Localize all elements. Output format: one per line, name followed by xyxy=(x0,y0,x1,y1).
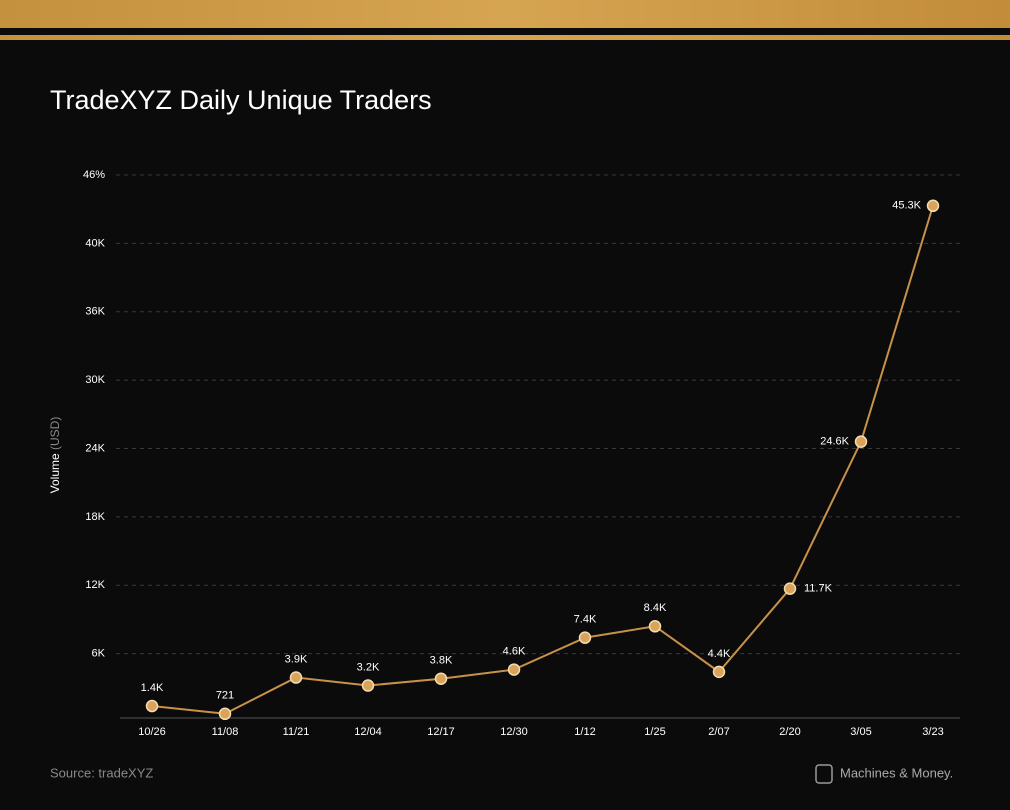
value-label: 1.4K xyxy=(141,682,164,694)
value-label: 721 xyxy=(216,690,234,702)
y-tick-label: 30K xyxy=(85,374,105,386)
value-label: 3.9K xyxy=(285,653,308,665)
x-tick-label: 2/20 xyxy=(779,726,800,738)
point xyxy=(507,663,521,676)
point xyxy=(648,620,662,633)
x-tick-label: 11/21 xyxy=(283,726,310,738)
point xyxy=(783,582,797,595)
y-tick-label: 36K xyxy=(85,306,105,318)
y-tick-label: 40K xyxy=(85,237,105,249)
point xyxy=(578,631,592,644)
value-label: 4.6K xyxy=(503,645,526,657)
x-tick-label: 12/17 xyxy=(427,726,455,738)
x-tick-label: 1/25 xyxy=(644,726,665,738)
value-label: 8.4K xyxy=(644,602,667,614)
x-tick-label: 3/05 xyxy=(850,726,871,738)
x-tick-label: 3/23 xyxy=(922,726,943,738)
x-tick-label: 1/12 xyxy=(574,726,595,738)
point xyxy=(854,435,868,448)
point xyxy=(712,665,726,679)
line xyxy=(151,205,934,715)
value-label: 24.6K xyxy=(820,436,849,448)
y-tick-label: 18K xyxy=(85,511,105,523)
x-tick-label: 10/26 xyxy=(138,726,166,738)
value-label: 3.2K xyxy=(357,661,380,673)
brand-logo xyxy=(815,764,833,784)
y-tick-label: 46% xyxy=(83,169,105,181)
point xyxy=(434,672,448,685)
chart-title: TradeXYZ Daily Unique Traders xyxy=(50,85,432,115)
value-label: 3.8K xyxy=(430,655,453,667)
y-axis-label-main: Volume xyxy=(48,453,62,493)
x-tick-label: 2/07 xyxy=(708,726,729,738)
point xyxy=(289,671,303,684)
x-tick-label: 12/04 xyxy=(354,726,382,738)
y-axis-label: Volume (USD) xyxy=(48,417,62,494)
value-label: 4.4K xyxy=(708,648,731,660)
point xyxy=(361,679,375,692)
y-tick-label: 6K xyxy=(92,648,106,660)
header-stripe xyxy=(0,35,1010,40)
y-tick-label: 24K xyxy=(85,442,105,454)
x-tick-label: 12/30 xyxy=(500,726,528,738)
header-band xyxy=(0,0,1010,28)
point xyxy=(218,707,232,721)
point xyxy=(145,699,159,713)
x-tick-label: 11/08 xyxy=(212,726,239,738)
y-tick-label: 12K xyxy=(85,579,105,591)
source: Source: tradeXYZ xyxy=(50,765,153,780)
y-axis-label-unit: (USD) xyxy=(48,417,62,450)
brand: Machines & Money. xyxy=(840,765,953,780)
point xyxy=(926,199,940,213)
value-label: 7.4K xyxy=(574,614,597,626)
value-label: 11.7K xyxy=(804,583,833,595)
value-label: 45.3K xyxy=(892,200,921,212)
